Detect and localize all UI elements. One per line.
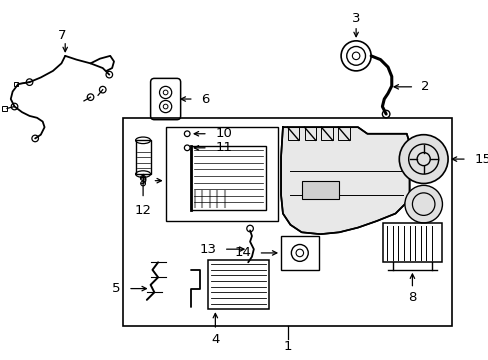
- Circle shape: [399, 135, 447, 184]
- Bar: [135, 140, 150, 174]
- Text: 9: 9: [138, 174, 146, 187]
- Bar: [301, 181, 339, 199]
- Bar: [2, 106, 7, 111]
- Polygon shape: [281, 127, 409, 234]
- Text: 1: 1: [283, 340, 291, 353]
- Bar: [207, 260, 268, 309]
- Bar: [287, 127, 298, 140]
- Bar: [190, 146, 265, 210]
- Bar: [281, 236, 318, 270]
- Bar: [338, 127, 349, 140]
- Text: 11: 11: [215, 141, 232, 154]
- Text: 3: 3: [351, 12, 360, 25]
- Bar: [321, 127, 332, 140]
- Bar: [14, 82, 18, 86]
- Bar: [304, 127, 315, 140]
- Text: 4: 4: [211, 333, 219, 346]
- Text: 10: 10: [215, 127, 232, 140]
- Text: 6: 6: [201, 93, 209, 105]
- Text: 7: 7: [58, 29, 66, 42]
- Bar: [123, 118, 451, 326]
- Text: 13: 13: [199, 243, 216, 256]
- Text: 15: 15: [473, 153, 488, 166]
- Bar: [165, 127, 278, 221]
- Text: 14: 14: [234, 247, 250, 260]
- Text: 12: 12: [134, 204, 151, 217]
- Text: 5: 5: [112, 282, 121, 295]
- Circle shape: [404, 185, 442, 223]
- Text: 8: 8: [407, 292, 416, 305]
- Bar: [383, 223, 441, 262]
- Text: 2: 2: [420, 80, 428, 93]
